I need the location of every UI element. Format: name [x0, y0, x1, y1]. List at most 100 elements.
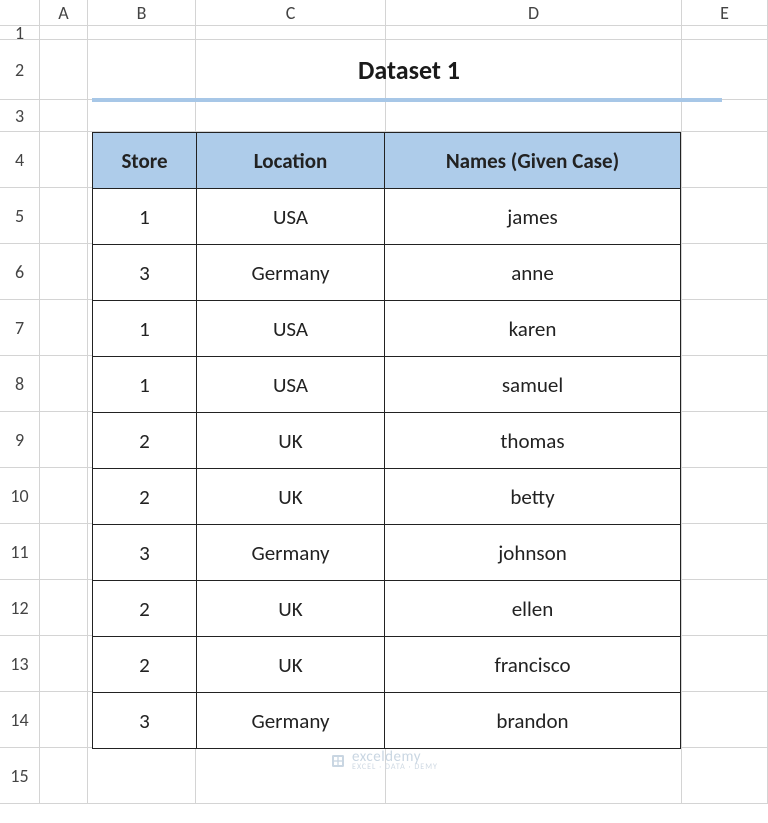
row-header-2[interactable]: 2: [0, 40, 40, 100]
cell-name[interactable]: betty: [385, 469, 681, 525]
header-location[interactable]: Location: [197, 133, 385, 189]
cell-location[interactable]: Germany: [197, 525, 385, 581]
cell-E1[interactable]: [682, 26, 768, 40]
cell-E4[interactable]: [682, 132, 768, 188]
row-header-1[interactable]: 1: [0, 26, 40, 40]
cell-location[interactable]: UK: [197, 413, 385, 469]
cell-store[interactable]: 2: [93, 469, 197, 525]
column-header-E[interactable]: E: [682, 0, 768, 26]
cell-E6[interactable]: [682, 244, 768, 300]
row-header-7[interactable]: 7: [0, 300, 40, 356]
data-table: Store Location Names (Given Case) 1 USA …: [92, 132, 681, 749]
cell-name[interactable]: brandon: [385, 693, 681, 749]
cell-D3[interactable]: [386, 100, 682, 132]
row-header-4[interactable]: 4: [0, 132, 40, 188]
cell-A6[interactable]: [40, 244, 88, 300]
cell-name[interactable]: anne: [385, 245, 681, 301]
cell-E11[interactable]: [682, 524, 768, 580]
table-header-row: Store Location Names (Given Case): [93, 133, 681, 189]
cell-store[interactable]: 3: [93, 525, 197, 581]
cell-location[interactable]: Germany: [197, 693, 385, 749]
cell-A1[interactable]: [40, 26, 88, 40]
row-header-11[interactable]: 11: [0, 524, 40, 580]
cell-name[interactable]: ellen: [385, 581, 681, 637]
row-header-10[interactable]: 10: [0, 468, 40, 524]
cell-E3[interactable]: [682, 100, 768, 132]
cell-D15[interactable]: [386, 748, 682, 804]
cell-E2[interactable]: [682, 40, 768, 100]
cell-location[interactable]: Germany: [197, 245, 385, 301]
table-row: 2 UK francisco: [93, 637, 681, 693]
cell-store[interactable]: 1: [93, 357, 197, 413]
cell-store[interactable]: 2: [93, 413, 197, 469]
cell-store[interactable]: 1: [93, 189, 197, 245]
cell-name[interactable]: samuel: [385, 357, 681, 413]
cell-B1[interactable]: [88, 26, 196, 40]
column-header-A[interactable]: A: [40, 0, 88, 26]
row-header-6[interactable]: 6: [0, 244, 40, 300]
cell-A11[interactable]: [40, 524, 88, 580]
table-row: 1 USA james: [93, 189, 681, 245]
column-header-D[interactable]: D: [386, 0, 682, 26]
cell-A8[interactable]: [40, 356, 88, 412]
cell-name[interactable]: francisco: [385, 637, 681, 693]
cell-A13[interactable]: [40, 636, 88, 692]
row-header-8[interactable]: 8: [0, 356, 40, 412]
cell-E7[interactable]: [682, 300, 768, 356]
cell-A5[interactable]: [40, 188, 88, 244]
cell-store[interactable]: 3: [93, 245, 197, 301]
cell-store[interactable]: 2: [93, 637, 197, 693]
column-header-B[interactable]: B: [88, 0, 196, 26]
cell-E9[interactable]: [682, 412, 768, 468]
row-header-5[interactable]: 5: [0, 188, 40, 244]
cell-A3[interactable]: [40, 100, 88, 132]
cell-A12[interactable]: [40, 580, 88, 636]
cell-name[interactable]: thomas: [385, 413, 681, 469]
cell-location[interactable]: USA: [197, 357, 385, 413]
column-header-C[interactable]: C: [196, 0, 386, 26]
row-header-3[interactable]: 3: [0, 100, 40, 132]
row-header-9[interactable]: 9: [0, 412, 40, 468]
cell-D1[interactable]: [386, 26, 682, 40]
cell-C3[interactable]: [196, 100, 386, 132]
cell-A15[interactable]: [40, 748, 88, 804]
cell-location[interactable]: UK: [197, 581, 385, 637]
cell-E15[interactable]: [682, 748, 768, 804]
cell-B3[interactable]: [88, 100, 196, 132]
row-header-15[interactable]: 15: [0, 748, 40, 804]
cell-E13[interactable]: [682, 636, 768, 692]
cell-E12[interactable]: [682, 580, 768, 636]
cell-location[interactable]: USA: [197, 189, 385, 245]
cell-store[interactable]: 3: [93, 693, 197, 749]
cell-B2[interactable]: [88, 40, 196, 100]
cell-A14[interactable]: [40, 692, 88, 748]
cell-store[interactable]: 2: [93, 581, 197, 637]
cell-A10[interactable]: [40, 468, 88, 524]
cell-name[interactable]: karen: [385, 301, 681, 357]
cell-A7[interactable]: [40, 300, 88, 356]
cell-A2[interactable]: [40, 40, 88, 100]
cell-B15[interactable]: [88, 748, 196, 804]
row-header-12[interactable]: 12: [0, 580, 40, 636]
cell-C15[interactable]: [196, 748, 386, 804]
cell-D2[interactable]: [386, 40, 682, 100]
cell-location[interactable]: USA: [197, 301, 385, 357]
cell-name[interactable]: james: [385, 189, 681, 245]
cell-store[interactable]: 1: [93, 301, 197, 357]
cell-E14[interactable]: [682, 692, 768, 748]
cell-E5[interactable]: [682, 188, 768, 244]
row-header-13[interactable]: 13: [0, 636, 40, 692]
cell-location[interactable]: UK: [197, 469, 385, 525]
cell-A9[interactable]: [40, 412, 88, 468]
cell-E8[interactable]: [682, 356, 768, 412]
cell-E10[interactable]: [682, 468, 768, 524]
cell-name[interactable]: johnson: [385, 525, 681, 581]
cell-C2[interactable]: [196, 40, 386, 100]
header-store[interactable]: Store: [93, 133, 197, 189]
table-row: 1 USA samuel: [93, 357, 681, 413]
cell-A4[interactable]: [40, 132, 88, 188]
row-header-14[interactable]: 14: [0, 692, 40, 748]
cell-C1[interactable]: [196, 26, 386, 40]
cell-location[interactable]: UK: [197, 637, 385, 693]
header-names[interactable]: Names (Given Case): [385, 133, 681, 189]
